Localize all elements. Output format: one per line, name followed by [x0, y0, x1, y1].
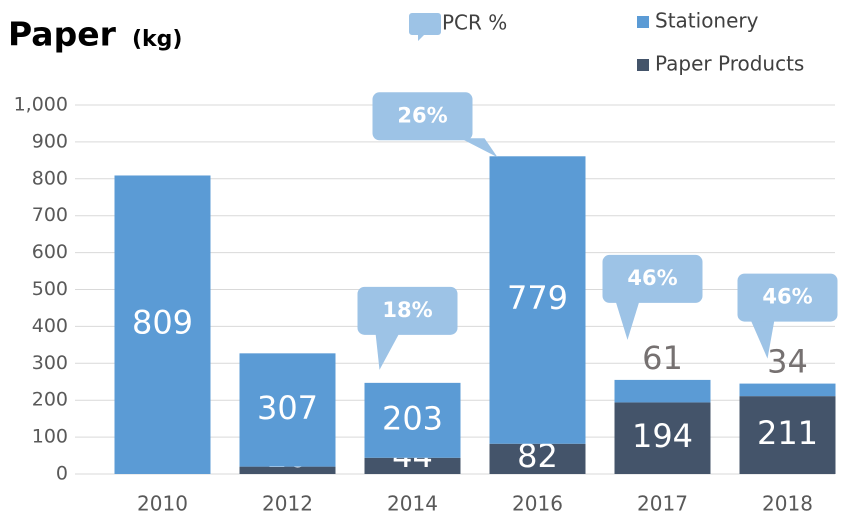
y-tick-label: 0 [56, 463, 68, 485]
legend-label: PCR % [442, 11, 507, 35]
y-tick-label: 1,000 [14, 94, 68, 116]
legend-label: Paper Products [655, 52, 804, 76]
callout [737, 273, 838, 322]
callout-tail [375, 332, 400, 370]
bar-segment [739, 396, 836, 474]
y-tick-label: 500 [32, 278, 68, 300]
bar-segment [239, 466, 336, 474]
bar-segment [364, 382, 461, 458]
data-label: 34 [767, 343, 808, 381]
bar-segment [364, 457, 461, 474]
callout-label: 46% [627, 266, 677, 290]
bar-segment [489, 156, 586, 444]
x-tick-label: 2014 [387, 492, 438, 516]
data-label: 194 [632, 417, 693, 455]
x-tick-label: 2010 [137, 492, 188, 516]
legend-callout-icon [409, 13, 441, 41]
y-tick-label: 800 [32, 167, 68, 189]
callout-tail [615, 300, 640, 340]
bar-segment [614, 402, 711, 474]
callout-label: 46% [762, 285, 812, 309]
bar-segment [614, 379, 711, 403]
x-tick-label: 2016 [512, 492, 563, 516]
x-tick-label: 2012 [262, 492, 313, 516]
callout [357, 286, 458, 335]
callout-tail [460, 138, 498, 158]
y-tick-label: 100 [32, 426, 68, 448]
bar-segment [239, 353, 336, 467]
callout-label: 18% [382, 298, 432, 322]
y-tick-label: 300 [32, 352, 68, 374]
y-tick-label: 700 [32, 204, 68, 226]
bar-segment [739, 383, 836, 397]
x-tick-label: 2018 [762, 492, 813, 516]
callout [372, 92, 473, 141]
data-label: 809 [132, 304, 193, 342]
y-tick-label: 600 [32, 241, 68, 263]
x-tick-label: 2017 [637, 492, 688, 516]
data-label: 61 [642, 339, 683, 377]
y-tick-label: 200 [32, 389, 68, 411]
bar-segment [114, 175, 211, 474]
data-label: 779 [507, 279, 568, 317]
data-label: 211 [757, 414, 818, 452]
y-tick-label: 900 [32, 130, 68, 152]
legend-swatch [637, 59, 649, 71]
bar-segment [489, 443, 586, 474]
callout [602, 254, 703, 303]
callout-tail [750, 319, 775, 359]
y-tick-label: 400 [32, 315, 68, 337]
legend-label: Stationery [655, 9, 759, 33]
data-label: 203 [382, 399, 443, 437]
chart-title: Paper [8, 15, 117, 54]
data-label: 307 [257, 389, 318, 427]
chart-unit: (kg) [132, 27, 183, 52]
legend-swatch [637, 16, 649, 28]
callout-label: 26% [397, 103, 447, 127]
